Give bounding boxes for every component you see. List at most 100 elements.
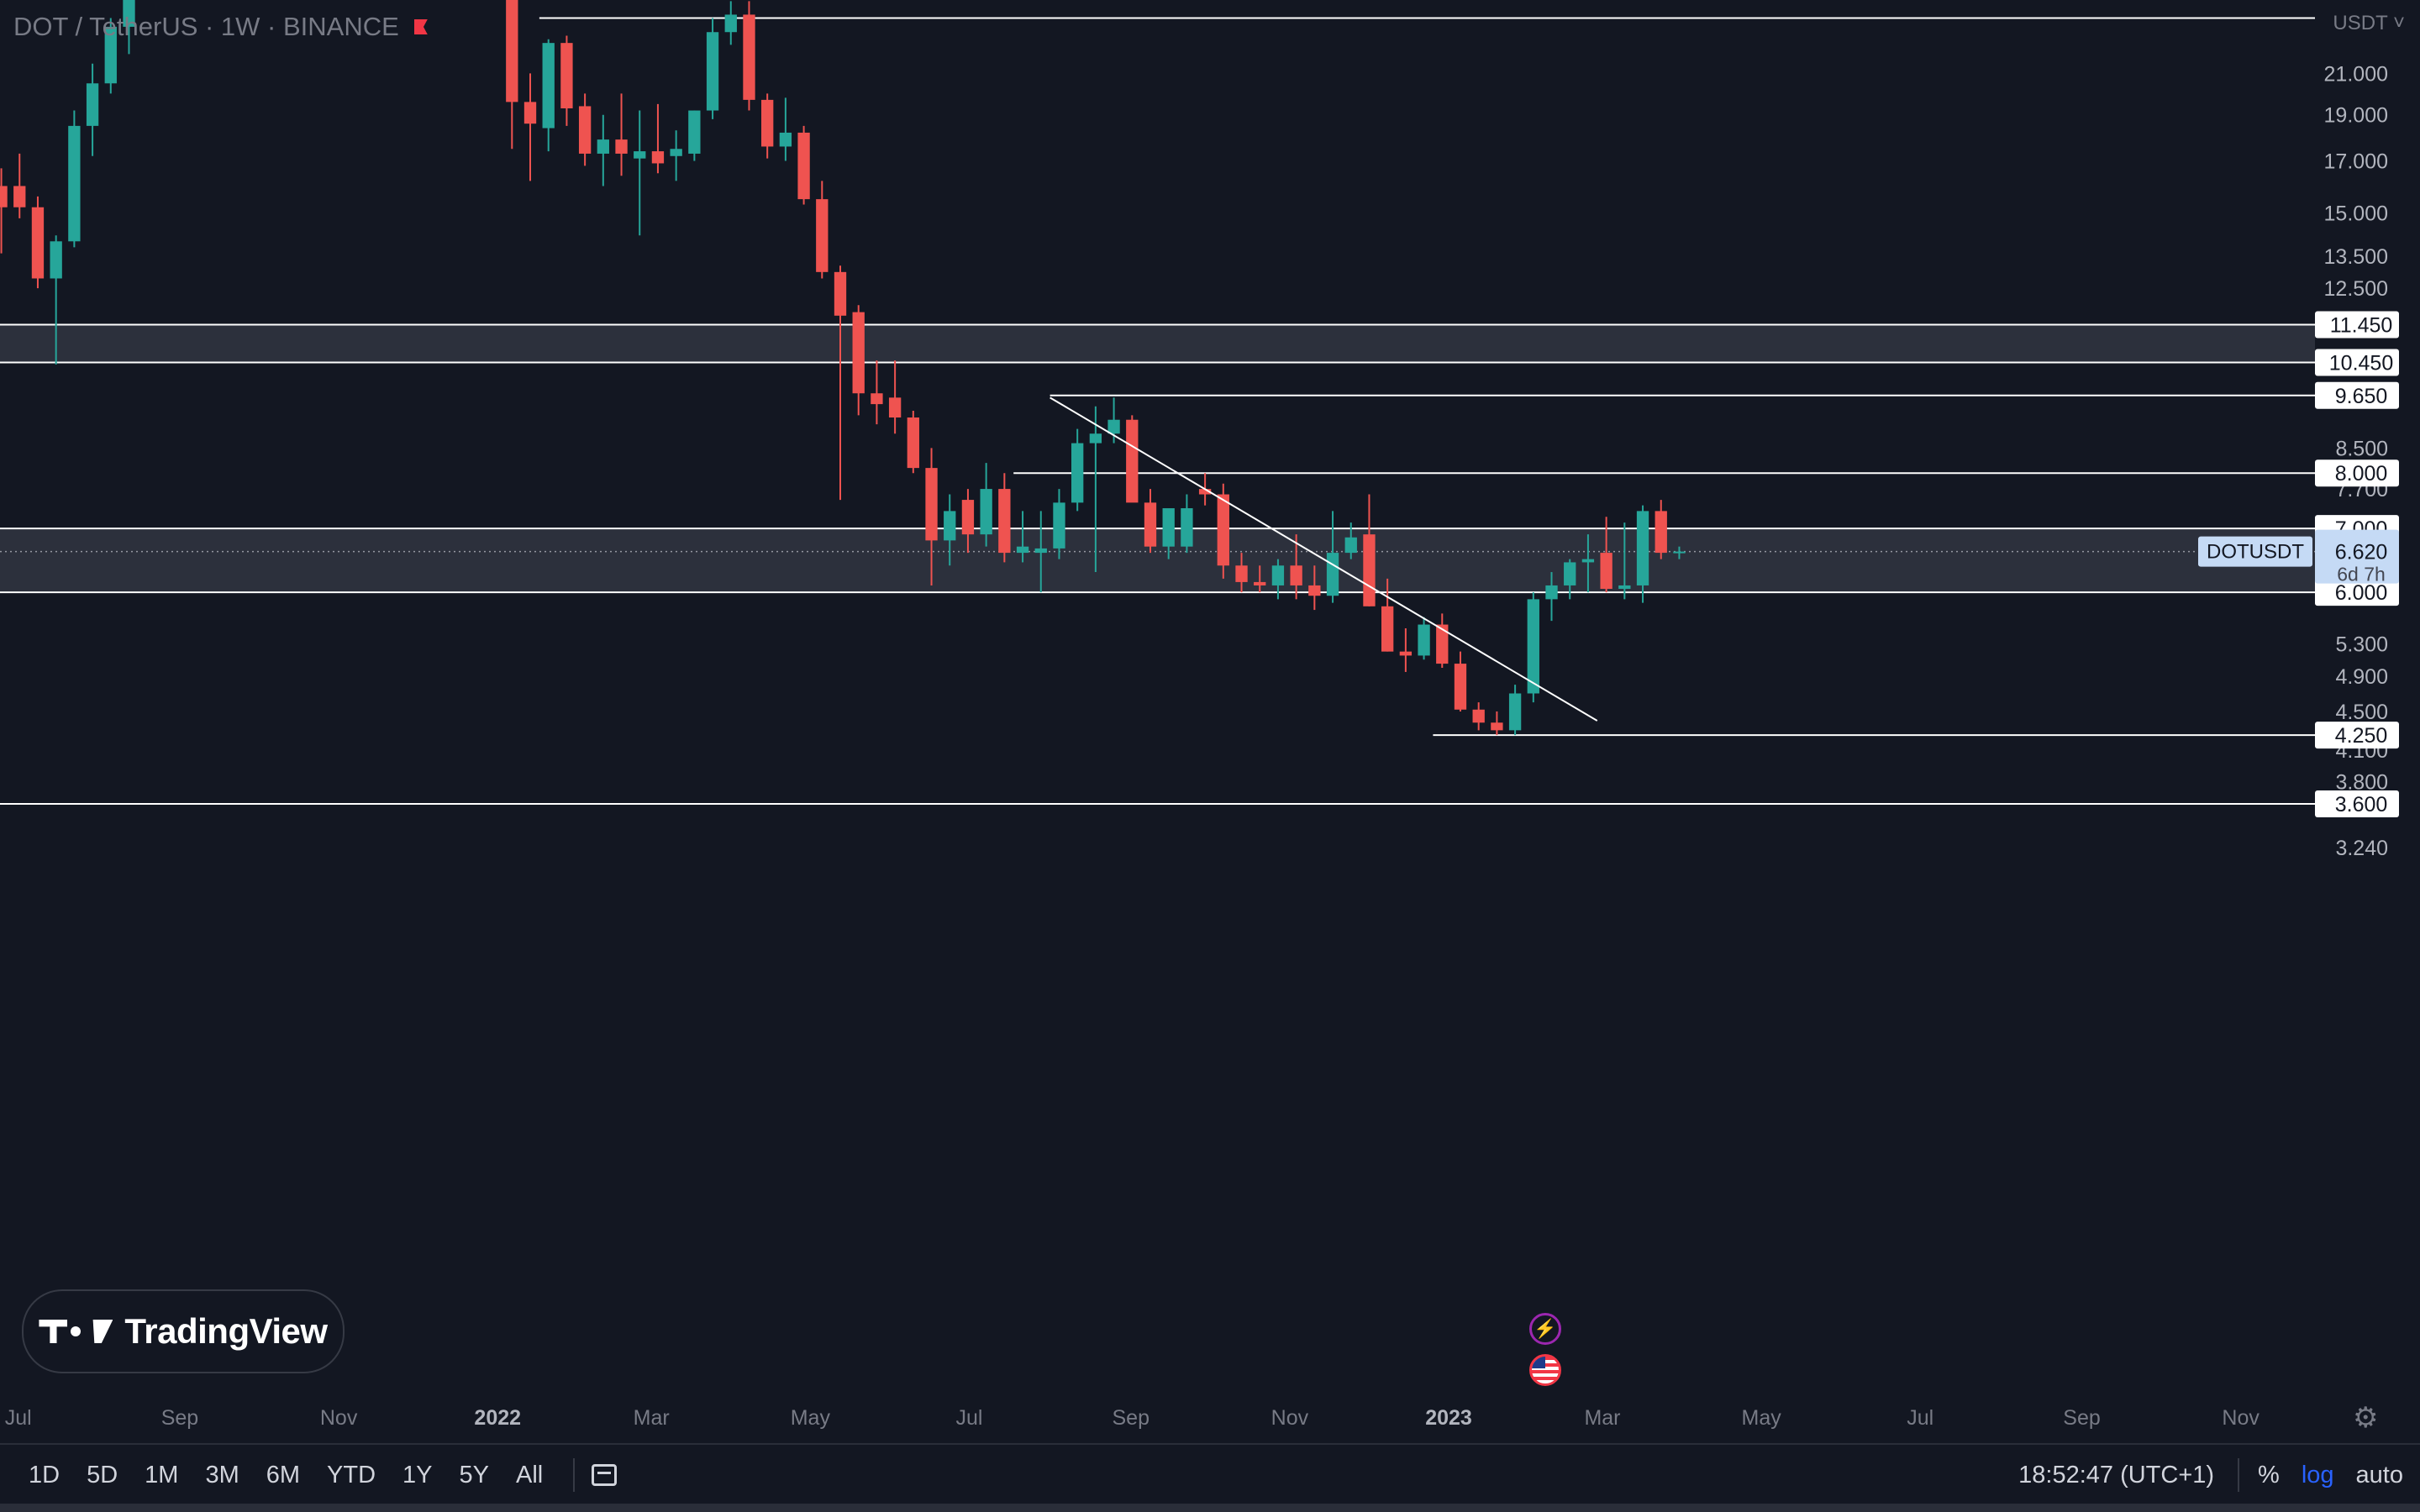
candle bbox=[597, 114, 609, 186]
candle-body bbox=[724, 14, 737, 33]
candle-body bbox=[1527, 599, 1539, 694]
candle-body bbox=[834, 271, 847, 316]
level-label-box bbox=[2315, 459, 2399, 487]
candle bbox=[13, 153, 26, 218]
candle-body bbox=[506, 0, 518, 102]
price-axis: 21.000 19.000 17.000 15.000 13.500 12.500 8.50… bbox=[2198, 62, 2399, 860]
range-buttons: 1D 5D 1M 3M 6M YTD 1Y 5Y All bbox=[15, 1462, 556, 1489]
level-label-box bbox=[2315, 311, 2399, 339]
candle bbox=[1545, 572, 1558, 622]
candle bbox=[925, 448, 938, 585]
gear-icon[interactable]: ⚙ bbox=[2353, 1402, 2379, 1434]
time-tick-label: May bbox=[1742, 1406, 1782, 1430]
candle-body bbox=[68, 125, 81, 242]
candle-body bbox=[523, 102, 537, 124]
range-1m-button[interactable]: 1M bbox=[145, 1461, 179, 1488]
candle-body bbox=[1564, 562, 1576, 585]
level-label-text: 9.650 bbox=[2335, 385, 2388, 408]
currency-selector[interactable]: USDT ˅ bbox=[2333, 12, 2405, 35]
candle-body bbox=[1636, 511, 1649, 585]
price-tick-label: 15.000 bbox=[2324, 202, 2388, 225]
price-chart[interactable]: 21.000 19.000 17.000 15.000 13.500 12.500 8.50… bbox=[0, 0, 2420, 1443]
time-tick-label: 2022 bbox=[474, 1406, 521, 1430]
candle-body bbox=[1126, 419, 1139, 503]
log-toggle[interactable]: log bbox=[2301, 1461, 2334, 1488]
level-label-text: 8.000 bbox=[2335, 462, 2388, 486]
candle-body bbox=[797, 132, 810, 200]
flag-icon[interactable] bbox=[413, 19, 428, 34]
candle-body bbox=[615, 139, 628, 154]
candle bbox=[998, 473, 1011, 563]
price-tick-label: 13.500 bbox=[2324, 245, 2388, 269]
price-tick-label: 8.500 bbox=[2335, 437, 2388, 460]
candle bbox=[104, 18, 117, 94]
candle-body bbox=[104, 26, 117, 84]
time-tick-label: Jul bbox=[5, 1406, 32, 1430]
candle-body bbox=[0, 186, 8, 207]
range-5d-button[interactable]: 5D bbox=[87, 1461, 118, 1488]
candle bbox=[542, 39, 555, 152]
percent-toggle[interactable]: % bbox=[2258, 1461, 2280, 1488]
candle bbox=[1271, 559, 1285, 600]
bottom-toolbar: 1D 5D 1M 3M 6M YTD 1Y 5Y All 18:52:47 (U… bbox=[0, 1443, 2420, 1505]
candle bbox=[1126, 415, 1139, 503]
candle bbox=[651, 103, 665, 174]
time-tick-label: Nov bbox=[320, 1406, 358, 1430]
time-tick-label: May bbox=[791, 1406, 831, 1430]
lightning-icon[interactable]: ⚡ bbox=[1529, 1313, 1561, 1345]
toolbar-right: 18:52:47 (UTC+1) % log auto bbox=[2018, 1458, 2403, 1492]
candle-body bbox=[1454, 664, 1467, 710]
candle-body bbox=[1107, 419, 1120, 434]
candle bbox=[0, 168, 8, 254]
plot-area bbox=[0, 0, 2315, 805]
candle bbox=[1491, 711, 1503, 736]
candle bbox=[1636, 505, 1649, 603]
range-3m-button[interactable]: 3M bbox=[205, 1461, 239, 1488]
time-tick-label: Nov bbox=[1271, 1406, 1309, 1430]
us-flag-icon[interactable] bbox=[1529, 1354, 1561, 1386]
candle bbox=[86, 63, 99, 156]
candle-body bbox=[123, 0, 135, 27]
candle bbox=[1016, 511, 1029, 563]
range-all-button[interactable]: All bbox=[516, 1461, 544, 1488]
candle bbox=[761, 93, 774, 159]
time-tick-label: Mar bbox=[634, 1406, 670, 1430]
level-label-box bbox=[2315, 722, 2399, 749]
clock-readout[interactable]: 18:52:47 (UTC+1) bbox=[2018, 1461, 2215, 1488]
candle-body bbox=[761, 99, 774, 147]
range-6m-button[interactable]: 6M bbox=[266, 1461, 301, 1488]
symbol-title[interactable]: DOT / TetherUS · 1W · BINANCE bbox=[13, 12, 399, 41]
candle-body bbox=[670, 149, 682, 156]
candle-body bbox=[1472, 709, 1485, 723]
candle-body bbox=[1034, 548, 1047, 554]
calendar-icon[interactable] bbox=[592, 1464, 618, 1486]
candle bbox=[123, 0, 135, 55]
candle-body bbox=[852, 312, 865, 394]
candle-body bbox=[1344, 537, 1357, 554]
symbol-tag-box bbox=[2198, 536, 2312, 567]
last-price-box bbox=[2315, 529, 2399, 584]
candle-body bbox=[1545, 585, 1558, 600]
candle-body bbox=[816, 199, 829, 272]
candle-body bbox=[651, 151, 665, 164]
candle bbox=[1235, 553, 1248, 593]
tradingview-logo[interactable]: TradingView bbox=[22, 1289, 345, 1373]
candle-body bbox=[1399, 651, 1413, 656]
price-tick-label: 19.000 bbox=[2324, 104, 2388, 128]
candle bbox=[1071, 428, 1084, 512]
range-1y-button[interactable]: 1Y bbox=[402, 1461, 433, 1488]
range-ytd-button[interactable]: YTD bbox=[327, 1461, 376, 1488]
candle bbox=[743, 1, 755, 111]
candle-body bbox=[1290, 565, 1302, 585]
candle-body bbox=[688, 110, 701, 154]
time-tick-label: Sep bbox=[1112, 1406, 1149, 1430]
candle bbox=[852, 305, 865, 416]
range-1d-button[interactable]: 1D bbox=[29, 1461, 60, 1488]
candle-body bbox=[1217, 494, 1229, 566]
candle-body bbox=[1271, 565, 1285, 585]
range-5y-button[interactable]: 5Y bbox=[459, 1461, 490, 1488]
auto-toggle[interactable]: auto bbox=[2355, 1461, 2403, 1488]
divider bbox=[2238, 1458, 2240, 1492]
candle bbox=[888, 360, 902, 434]
window-bottom-strip bbox=[0, 1504, 2420, 1512]
